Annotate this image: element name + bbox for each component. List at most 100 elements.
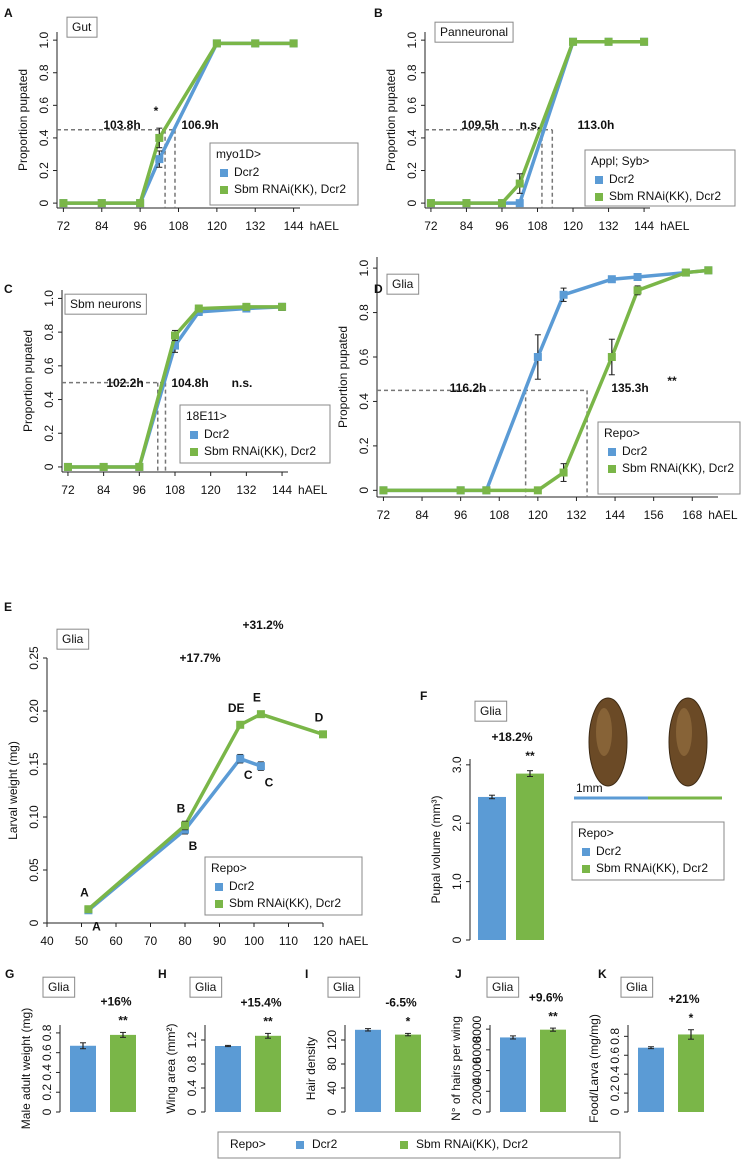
point-label: B	[189, 839, 198, 853]
y-tick-label: 0	[470, 1108, 484, 1115]
point	[379, 486, 388, 495]
x-tick-label: 80	[178, 934, 192, 948]
x-tick-label: 108	[527, 219, 547, 233]
y-tick-label: 0	[325, 1108, 339, 1115]
panel-title: Glia	[48, 980, 70, 994]
x-tick-label: 96	[133, 483, 147, 497]
point	[212, 39, 221, 48]
panel-letter: F	[420, 689, 427, 703]
point	[256, 762, 265, 771]
y-tick-label: 0.8	[185, 1055, 199, 1072]
x-tick-label: 108	[489, 508, 509, 522]
legend-title: Repo>	[211, 861, 247, 875]
legend-label: Sbm RNAi(KK), Dcr2	[622, 461, 734, 475]
y-tick-label: 0.4	[608, 1066, 622, 1083]
y-tick-label: 0.6	[37, 97, 51, 114]
y-axis-label: Proportion pupated	[384, 69, 398, 171]
x-axis-label: hAEL	[660, 219, 690, 233]
annotation: *	[154, 104, 159, 118]
title-box	[474, 700, 508, 722]
panel-title: Panneuronal	[440, 25, 508, 39]
legend-box	[584, 149, 736, 207]
title-box	[327, 976, 361, 998]
point	[251, 39, 260, 48]
point	[462, 199, 471, 208]
point-label: D	[315, 710, 324, 724]
annotation: **	[118, 1014, 128, 1028]
point	[497, 199, 506, 208]
legend-label: Dcr2	[622, 444, 648, 458]
point	[171, 341, 179, 350]
x-tick-label: 120	[528, 508, 548, 522]
point	[681, 268, 690, 277]
x-tick-label: 84	[415, 508, 429, 522]
point	[426, 199, 435, 208]
legend-box	[209, 142, 359, 206]
y-axis-label: Larval weight (mg)	[6, 741, 20, 840]
y-tick-label: 0.25	[27, 646, 41, 670]
legend-label: Dcr2	[312, 1137, 338, 1151]
legend-swatch	[608, 465, 616, 473]
legend-label: Sbm RNAi(KK), Dcr2	[609, 189, 721, 203]
title-box	[486, 976, 520, 998]
legend-label: Sbm RNAi(KK), Dcr2	[229, 896, 341, 910]
point	[155, 155, 164, 164]
x-tick-label: 96	[495, 219, 509, 233]
point	[559, 290, 568, 299]
annotation: 104.8h	[171, 376, 208, 390]
y-tick-label: 0.6	[357, 348, 371, 365]
y-tick-label: 0.2	[42, 425, 56, 442]
annotation: **	[548, 1009, 558, 1023]
y-tick-label: 0.20	[27, 699, 41, 723]
panel-letter: B	[374, 6, 383, 20]
y-tick-label: 0.6	[42, 357, 56, 374]
bar	[215, 1046, 241, 1112]
y-tick-label: 0.4	[37, 129, 51, 146]
annotation: +21%	[668, 992, 699, 1006]
y-tick-label: 0	[37, 199, 51, 206]
x-tick-label: 144	[605, 508, 625, 522]
point	[533, 486, 542, 495]
panel-title: Sbm neurons	[70, 297, 141, 311]
y-axis-label: Proportion pupated	[21, 330, 35, 432]
y-tick-label: 0	[357, 487, 371, 494]
y-axis-label: Male adult weight (mg)	[19, 1008, 33, 1129]
title-box	[42, 976, 76, 998]
x-tick-label: 96	[454, 508, 468, 522]
y-tick-label: 0.10	[27, 805, 41, 829]
panel-letter: D	[374, 282, 383, 296]
y-tick-label: 1.2	[185, 1031, 199, 1048]
x-tick-label: 120	[201, 483, 221, 497]
x-tick-label: 72	[57, 219, 71, 233]
y-tick-label: 3.0	[450, 756, 464, 773]
x-tick-label: 60	[109, 934, 123, 948]
point	[278, 302, 287, 311]
x-tick-label: 120	[313, 934, 333, 948]
x-axis-label: hAEL	[339, 934, 369, 948]
y-tick-label: 0.6	[40, 1044, 54, 1061]
bar	[255, 1035, 281, 1112]
pupa-shine	[676, 708, 692, 756]
point	[256, 710, 265, 719]
annotation: n.s.	[520, 118, 541, 132]
annotation: **	[263, 1015, 273, 1029]
y-tick-label: 80	[325, 1057, 339, 1071]
y-tick-label: 1.0	[357, 259, 371, 276]
y-tick-label: 0.6	[608, 1047, 622, 1064]
legend-title: Repo>	[604, 426, 640, 440]
x-tick-label: 100	[244, 934, 264, 948]
y-axis-label: Wing area (mm²)	[164, 1023, 178, 1113]
y-tick-label: 0.2	[405, 162, 419, 179]
annotation: +16%	[100, 995, 131, 1009]
y-axis-label: Hair density	[304, 1037, 318, 1100]
x-tick-label: 144	[272, 483, 292, 497]
legend-label: Sbm RNAi(KK), Dcr2	[204, 444, 316, 458]
legend-swatch	[215, 883, 223, 891]
point	[633, 286, 642, 295]
x-tick-label: 108	[168, 219, 188, 233]
annotation: **	[667, 374, 677, 388]
title-box	[189, 976, 223, 998]
panel-letter: G	[5, 967, 14, 981]
point	[135, 462, 144, 471]
y-tick-label: 0.2	[40, 1084, 54, 1101]
